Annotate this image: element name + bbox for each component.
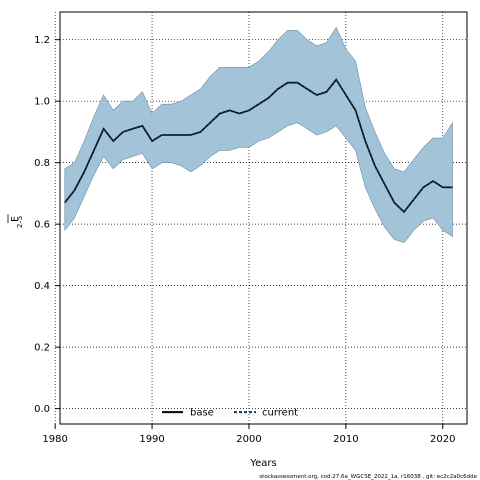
y-tick-label: 1.2 — [34, 35, 50, 46]
legend-current-label: current — [262, 408, 298, 419]
y-tick-label: 0.8 — [34, 158, 50, 169]
y-tick-label: 0.0 — [34, 404, 50, 415]
plot-frame — [59, 11, 468, 425]
lines-layer — [64, 78, 453, 214]
confidence-band — [64, 26, 453, 243]
ticks-layer: 1980 1990 2000 2010 2020 0.0 0.2 0.4 0.6 0.8 1.0 1.… — [34, 35, 455, 445]
legend-base-label: base — [190, 408, 214, 419]
x-tick-label: 1980 — [42, 434, 67, 445]
y-axis-label-main: F — [10, 216, 21, 222]
y-axis-label-subscript: 2–5 — [16, 216, 24, 228]
y-axis-label: F 2–5 — [7, 214, 24, 228]
y-tick-label: 0.4 — [34, 281, 50, 292]
series-line-current — [64, 78, 453, 214]
x-axis-label: Years — [249, 458, 276, 469]
x-tick-label: 2000 — [236, 434, 261, 445]
x-tick-label: 1990 — [139, 434, 164, 445]
y-tick-label: 1.0 — [34, 97, 50, 108]
footnote: stockassessment.org, cod.27.6a_WGCSE_202… — [259, 474, 477, 480]
y-tick-label: 0.2 — [34, 343, 50, 354]
x-tick-label: 2020 — [430, 434, 455, 445]
legend: base current — [162, 408, 298, 419]
x-tick-label: 2010 — [333, 434, 358, 445]
y-tick-label: 0.6 — [34, 220, 50, 231]
